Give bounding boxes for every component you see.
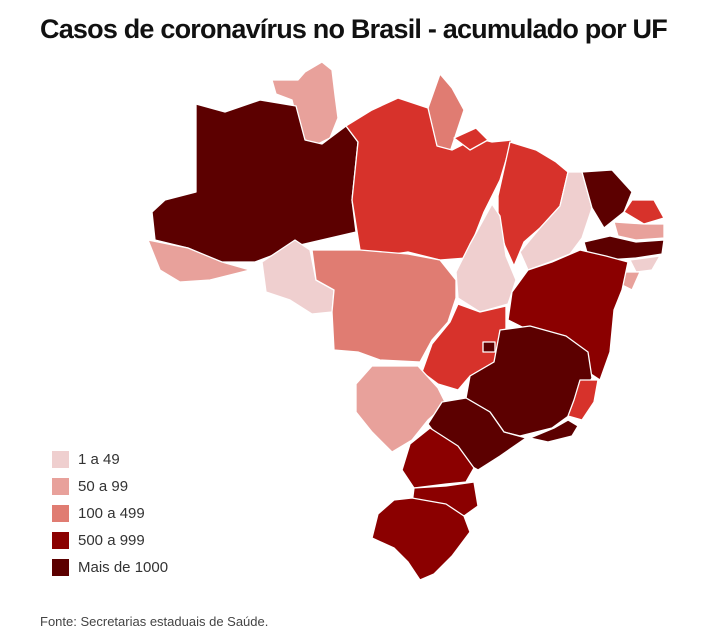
state-am bbox=[151, 99, 359, 263]
legend-swatch bbox=[52, 532, 69, 549]
source-note: Fonte: Secretarias estaduais de Saúde. bbox=[40, 614, 269, 629]
state-es bbox=[567, 379, 599, 421]
legend-item: 1 a 49 bbox=[52, 446, 168, 473]
state-al bbox=[629, 255, 661, 273]
state-pa-islands bbox=[453, 127, 489, 151]
state-ms bbox=[355, 365, 447, 453]
state-ce bbox=[581, 169, 633, 229]
legend-item: 50 a 99 bbox=[52, 473, 168, 500]
legend-label: 1 a 49 bbox=[78, 451, 120, 468]
state-rr bbox=[271, 61, 339, 145]
legend-label: 50 a 99 bbox=[78, 478, 129, 495]
legend-swatch bbox=[52, 451, 69, 468]
legend-label: Mais de 1000 bbox=[78, 559, 169, 576]
legend-item: 100 a 499 bbox=[52, 500, 168, 527]
state-pb bbox=[613, 221, 665, 241]
state-rj bbox=[529, 419, 579, 443]
state-ba bbox=[507, 249, 629, 381]
legend-label: 500 a 999 bbox=[78, 532, 145, 549]
state-df bbox=[482, 341, 496, 353]
legend-item: 500 a 999 bbox=[52, 527, 168, 554]
map-title: Casos de coronavírus no Brasil - acumula… bbox=[40, 14, 668, 44]
state-to bbox=[455, 203, 517, 313]
state-rn bbox=[623, 199, 665, 225]
state-go bbox=[421, 303, 507, 391]
state-ac bbox=[147, 239, 251, 283]
state-mt bbox=[311, 249, 457, 363]
legend-swatch bbox=[52, 559, 69, 576]
legend-item: Mais de 1000 bbox=[52, 554, 168, 581]
state-mg bbox=[465, 325, 593, 437]
legend-swatch bbox=[52, 505, 69, 522]
legend-label: 100 a 499 bbox=[78, 505, 145, 522]
legend-swatch bbox=[52, 478, 69, 495]
map-legend: 1 a 49 50 a 99 100 a 499 500 a 999 Mais … bbox=[52, 446, 168, 581]
state-pr bbox=[401, 427, 475, 489]
state-rs bbox=[371, 497, 471, 581]
